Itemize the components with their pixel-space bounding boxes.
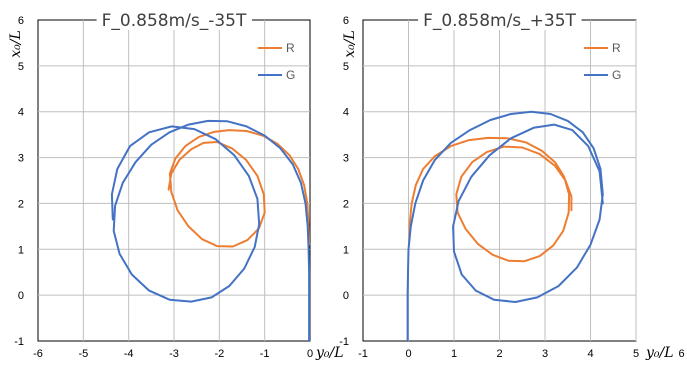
y-tick-label: 1 — [343, 244, 349, 256]
x-tick-label: -1 — [260, 348, 270, 360]
y-tick-label: 1 — [18, 244, 24, 256]
x-axis-label: y₀/L — [645, 345, 674, 361]
title-backdrop — [418, 8, 582, 30]
y-axis-label: x₀/L — [8, 30, 24, 58]
y-tick-label: -1 — [14, 336, 24, 348]
x-tick-label: -4 — [124, 348, 134, 360]
chart-title: F_0.858m/s_-35T — [102, 11, 247, 31]
series-line-g — [406, 110, 604, 342]
y-tick-label: 2 — [18, 198, 24, 210]
y-tick-label: 6 — [18, 15, 24, 27]
x-tick-label: 4 — [587, 348, 593, 360]
x-tick-label: 5 — [633, 348, 639, 360]
series-line-r — [408, 136, 573, 263]
x-tick-label: 0 — [405, 348, 411, 360]
y-tick-label: 6 — [343, 15, 349, 27]
y-tick-label: -1 — [339, 336, 349, 348]
y-tick-label: 0 — [18, 290, 24, 302]
y-axis-label: x₀/L — [342, 30, 358, 58]
x-tick-label: -1 — [358, 348, 368, 360]
y-tick-label: 2 — [343, 198, 349, 210]
x-tick-label: -3 — [169, 348, 179, 360]
legend-label-r: R — [612, 41, 621, 55]
chart-panel-left: -6 -5 -4 -3 -2 -1 0 -1 0 1 2 3 4 5 6 F_0.858m/s_-35T RGx… — [8, 8, 344, 361]
legend-label-g: G — [612, 68, 621, 82]
x-tick-label: -2 — [214, 348, 224, 360]
x-tick-label: 0 — [307, 348, 313, 360]
series-line-g — [110, 119, 311, 342]
y-tick-label: 3 — [18, 153, 24, 165]
x-tick-label: 6 — [678, 348, 684, 360]
x-tick-label: 1 — [451, 348, 457, 360]
y-tick-label: 5 — [18, 61, 24, 73]
x-tick-label: -5 — [78, 348, 88, 360]
y-tick-label: 0 — [343, 290, 349, 302]
x-axis-label: y₀/L — [315, 345, 344, 361]
y-tick-label: 5 — [343, 61, 349, 73]
legend-label-g: G — [286, 68, 295, 82]
y-tick-label: 3 — [343, 153, 349, 165]
series-line-r — [167, 129, 311, 248]
legend-label-r: R — [286, 41, 295, 55]
chart-title: F_0.858m/s_+35T — [423, 11, 576, 31]
y-tick-label: 4 — [343, 107, 349, 119]
y-tick-label: 4 — [18, 107, 24, 119]
title-backdrop — [96, 8, 252, 30]
x-tick-label: 3 — [542, 348, 548, 360]
x-tick-label: -6 — [33, 348, 43, 360]
x-tick-label: 2 — [496, 348, 502, 360]
